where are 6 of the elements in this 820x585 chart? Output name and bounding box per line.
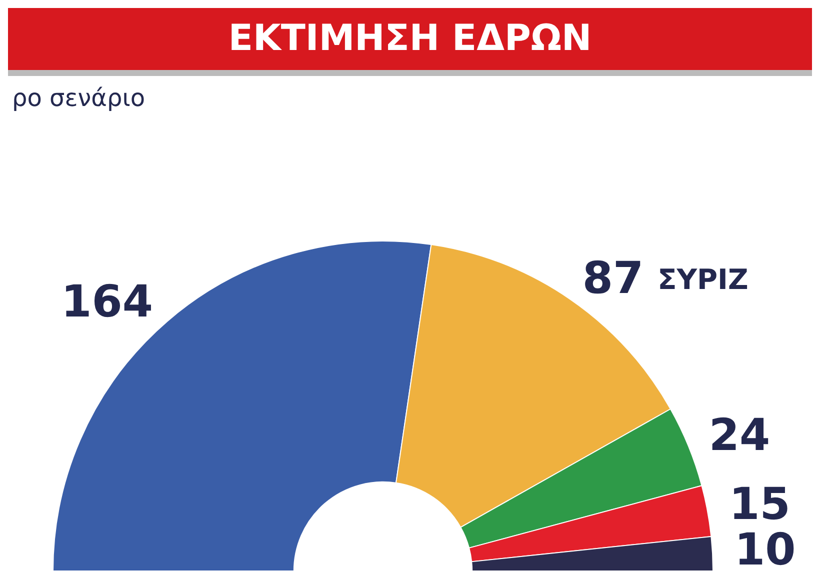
chart-title: ΕΚΤΙΜΗΣΗ ΕΔΡΩΝ (8, 8, 812, 76)
slice-label: ΣΥΡΙΖ (658, 262, 748, 296)
chart-subtitle: ρο σενάριο (11, 83, 146, 114)
data-label: 24 (708, 410, 770, 462)
data-label: 164 (61, 276, 153, 328)
data-label: 87 (582, 252, 644, 304)
